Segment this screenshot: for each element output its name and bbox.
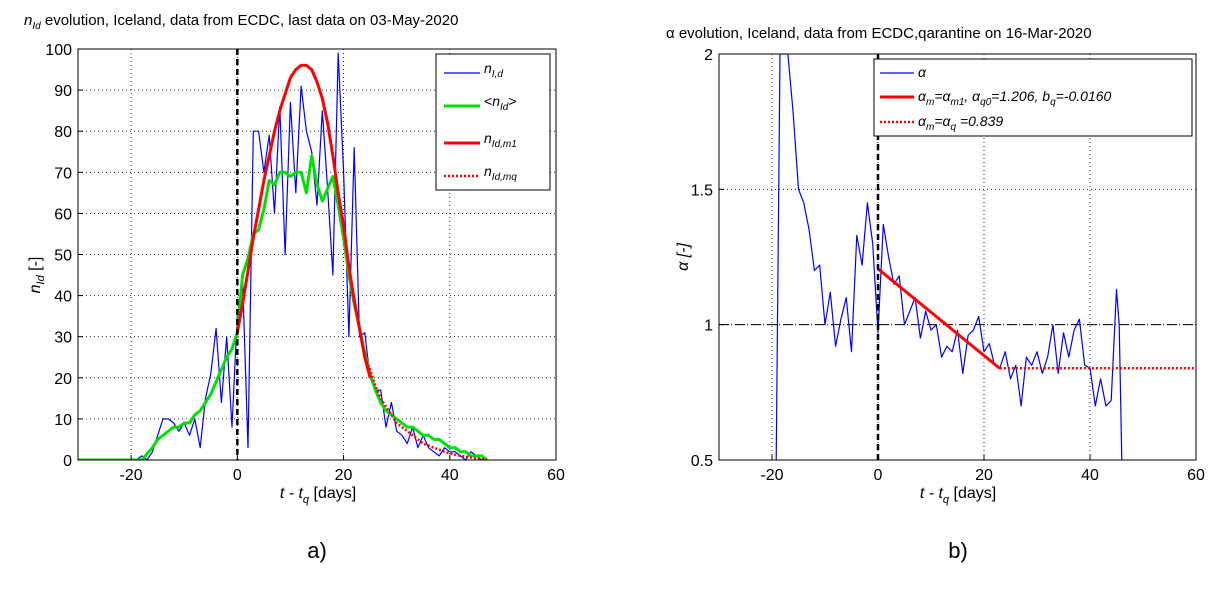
panel-a-ytick-label: 20 — [54, 371, 72, 388]
panel-a-ytick-label: 70 — [54, 165, 72, 182]
panel-a-xtick-label: 40 — [441, 467, 459, 484]
panel-a-xlabel: t - tq [days] — [280, 485, 356, 506]
panel-a-series-1 — [78, 154, 488, 460]
panel-b-xtick-label: -20 — [760, 467, 783, 484]
panel-a-legend-box — [435, 53, 551, 191]
panel-a-ticks: -20 0 20 40 60 0 10 20 30 40 50 60 70 80 90 100 — [45, 42, 565, 484]
panel-b-legend: α αm=αm1, αq0=1.206, bq=-0.0160 αm=αq =0… — [873, 58, 1193, 137]
panel-b-xtick-label: 40 — [1081, 467, 1099, 484]
legend-label-n-id-raw: nI,d — [484, 60, 503, 80]
panel-a-ytick-label: 50 — [54, 248, 72, 265]
panel-a-series-0 — [78, 52, 487, 460]
panel-b-axes-box — [718, 53, 1197, 461]
panel-a-title: nId evolution, Iceland, data from ECDC, … — [24, 12, 458, 32]
panel-a-caption: a) — [307, 538, 327, 563]
panel-a-ytick-label: 10 — [54, 412, 72, 429]
panel-b-xtick-label: 60 — [1187, 467, 1205, 484]
panel-b-ylabel: α [-] — [675, 243, 692, 271]
panel-b-xtick-label: 20 — [975, 467, 993, 484]
panel-a-xtick-label: 20 — [335, 467, 353, 484]
panel-b-plot-area — [719, 54, 1196, 460]
panel-b-ticks: -20 0 20 40 60 0.5 1 1.5 2 — [691, 47, 1205, 484]
panel-a-ytick-label: 0 — [63, 453, 72, 470]
panel-a-series-2 — [235, 63, 372, 379]
panel-b-ytick-label: 1 — [704, 318, 713, 335]
legend-label-alpha-m1: αm=αm1, αq0=1.206, bq=-0.0160 — [918, 88, 1112, 108]
panel-b-legend-box — [873, 58, 1193, 137]
panel-a-ytick-label: 80 — [54, 124, 72, 141]
legend-label-n-id-mq: nId,mq — [484, 163, 517, 183]
panel-b-xtick-label: 0 — [874, 467, 883, 484]
panel-a-ytick-label: 90 — [54, 83, 72, 100]
panel-b-series-0 — [775, 54, 1123, 460]
panel-a-ylabel: nId [-] — [27, 257, 47, 294]
legend-label-n-id-m1: nId,m1 — [484, 130, 517, 150]
panel-b-ytick-label: 1.5 — [691, 182, 713, 199]
panel-a-ytick-label: 40 — [54, 289, 72, 306]
panel-a-ytick-label: 100 — [45, 42, 72, 59]
panel-b-series-1 — [877, 267, 1001, 370]
panel-b: α evolution, Iceland, data from ECDC,qar… — [666, 25, 1205, 563]
legend-label-alpha: α — [918, 64, 927, 80]
panel-a-series-3 — [363, 356, 488, 460]
panel-b-ytick-label: 2 — [704, 47, 713, 64]
legend-label-alpha-q: αm=αq =0.839 — [918, 113, 1003, 133]
panel-a-ytick-label: 60 — [54, 206, 72, 223]
panel-a-xtick-label: 0 — [233, 467, 242, 484]
panel-b-xlabel: t - tq [days] — [920, 485, 996, 506]
panel-a-plot-area — [78, 49, 488, 460]
panel-a-xtick-label: 60 — [547, 467, 565, 484]
panel-a-ytick-label: 30 — [54, 330, 72, 347]
panel-a-xtick-label: -20 — [120, 467, 143, 484]
panel-b-ytick-label: 0.5 — [691, 453, 713, 470]
panel-a-legend: nI,d <nId> nId,m1 nId,mq — [435, 53, 551, 191]
panel-a: nId evolution, Iceland, data from ECDC, … — [24, 12, 565, 563]
panel-b-caption: b) — [948, 538, 968, 563]
panel-b-title: α evolution, Iceland, data from ECDC,qar… — [666, 25, 1092, 42]
legend-label-n-id-mean: <nId> — [484, 93, 517, 113]
